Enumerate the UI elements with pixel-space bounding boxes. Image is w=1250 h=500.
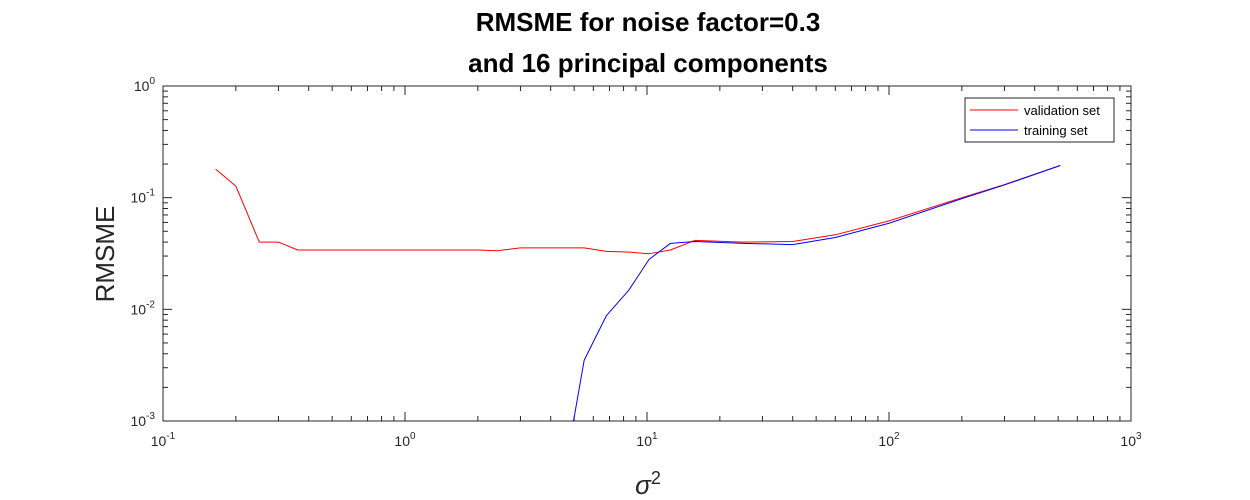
y-tick-label-exponent: -1 [146,188,155,199]
legend-label-training: training set [1024,123,1088,138]
y-tick-label: 10-1 [131,188,156,206]
x-tick-labels: 10-1 100 101 102 103 [151,431,1142,449]
x-tick-label-exponent: 2 [894,431,900,442]
y-tick-label: 10-3 [131,411,156,429]
legend-box [964,97,1115,143]
legend: validation set training set [964,97,1115,143]
x-tick-label-exponent: 1 [652,431,658,442]
y-tick-label: 100 [134,76,156,94]
series-lines [215,165,1061,422]
y-tick-label-base: 10 [131,301,147,317]
validation-set-line [215,165,1061,255]
legend-label-validation: validation set [1024,103,1100,118]
x-tick-label-exponent: -1 [166,431,175,442]
x-axis-label-symbol: σ [635,470,652,500]
training-set-line [573,165,1061,422]
x-tick-label: 101 [636,431,658,449]
x-tick-label-exponent: 0 [410,431,416,442]
y-tick-label-base: 10 [131,413,147,429]
y-tick-label-exponent: 0 [149,76,155,87]
y-tick-label-exponent: -3 [146,411,155,422]
x-tick-label: 103 [1120,431,1142,449]
x-tick-label-base: 10 [151,433,167,449]
x-tick-label: 10-1 [151,431,176,449]
chart-title: RMSME for noise factor=0.3 [476,7,821,37]
y-tick-label-base: 10 [134,78,150,94]
x-tick-label: 100 [394,431,416,449]
y-tick-label-base: 10 [131,190,147,206]
chart-subtitle: and 16 principal components [468,48,828,78]
x-tick-label-base: 10 [878,433,894,449]
axis-ticks [162,86,1131,422]
x-axis-label: σ2 [635,468,661,500]
y-axis-label: RMSME [90,206,120,303]
x-axis-label-exponent: 2 [651,468,661,488]
x-tick-label-exponent: 3 [1136,431,1142,442]
x-tick-label-base: 10 [394,433,410,449]
x-tick-label: 102 [878,431,900,449]
x-tick-label-base: 10 [1120,433,1136,449]
y-tick-label: 10-2 [131,299,156,317]
y-tick-label-exponent: -2 [146,299,155,310]
x-tick-label-base: 10 [636,433,652,449]
